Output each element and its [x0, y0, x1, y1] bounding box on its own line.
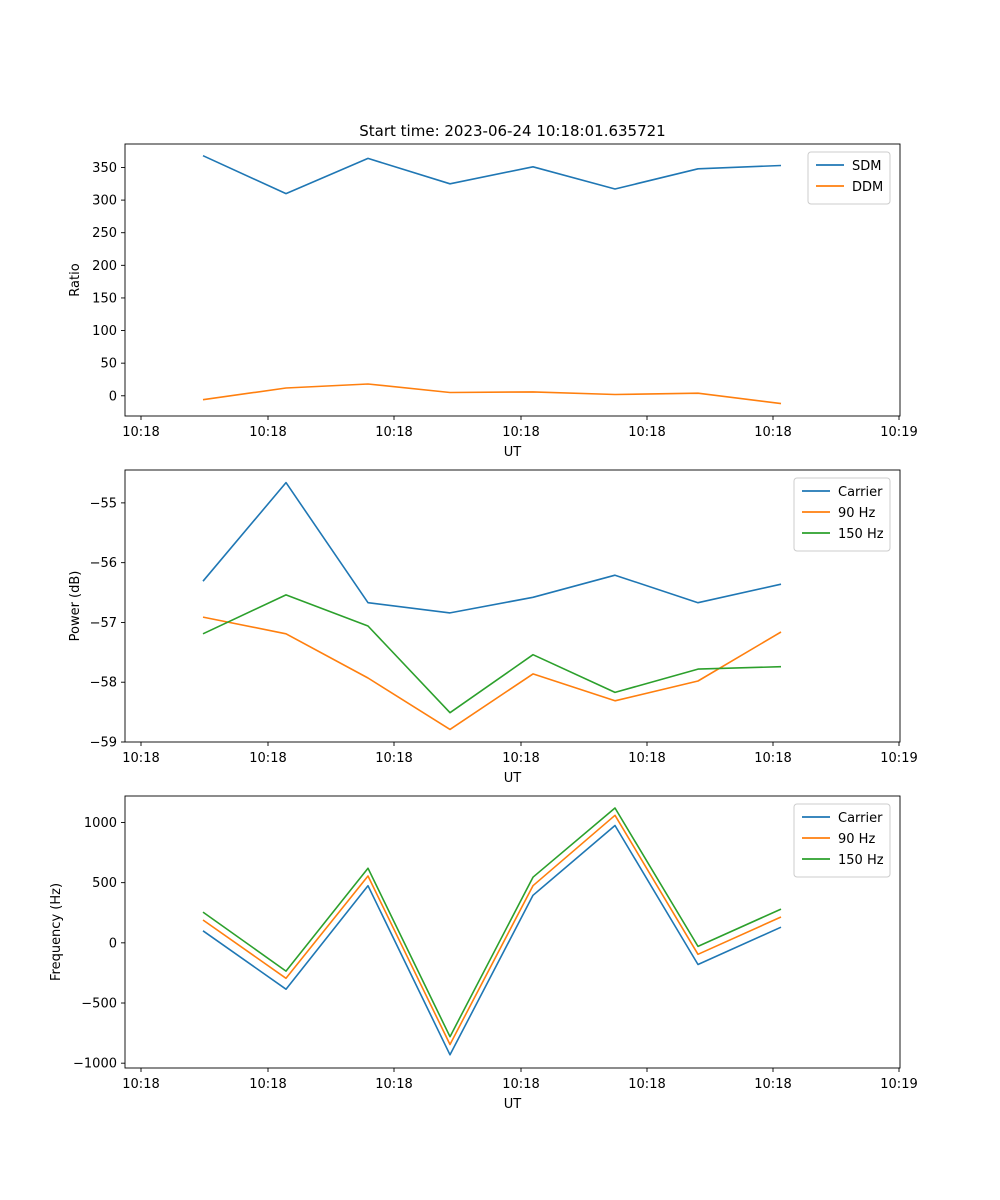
y-tick-label: −1000 — [73, 1057, 117, 1072]
y-tick-label: 100 — [92, 324, 117, 339]
legend: SDM DDM — [807, 151, 891, 205]
y-tick-label: −57 — [90, 616, 117, 631]
x-tick-label: 10:19 — [880, 425, 917, 440]
x-tick-label: 10:18 — [375, 1077, 412, 1092]
x-tick-label: 10:18 — [122, 1077, 159, 1092]
x-axis-label: UT — [504, 771, 522, 786]
series-line-150-hz — [202, 594, 782, 714]
y-tick-label: −56 — [90, 556, 117, 571]
y-tick-label: 350 — [92, 161, 117, 176]
y-tick-label: −58 — [90, 676, 117, 691]
legend: Carrier 90 Hz 150 Hz — [793, 477, 891, 552]
x-tick-label: 10:18 — [628, 751, 665, 766]
x-tick-label: 10:18 — [122, 425, 159, 440]
legend-label: 150 Hz — [838, 527, 884, 542]
x-tick-label: 10:18 — [502, 425, 539, 440]
x-tick-label: 10:18 — [375, 751, 412, 766]
x-tick-label: 10:18 — [122, 751, 159, 766]
y-axis-label: Frequency (Hz) — [49, 883, 64, 981]
x-tick-label: 10:18 — [502, 751, 539, 766]
series-line-carrier — [202, 824, 782, 1056]
y-tick-label: 1000 — [84, 816, 117, 831]
series-line-90-hz — [202, 616, 782, 731]
y-tick-label: −59 — [90, 736, 117, 751]
x-tick-label: 10:18 — [754, 751, 791, 766]
axes-frame — [124, 469, 901, 743]
x-tick-label: 10:18 — [249, 751, 286, 766]
axes-frame — [124, 143, 901, 417]
x-tick-label: 10:18 — [628, 1077, 665, 1092]
legend-label: DDM — [852, 180, 883, 195]
y-tick-label: −55 — [90, 496, 117, 511]
y-axis-label: Ratio — [68, 263, 83, 296]
y-tick-label: 250 — [92, 226, 117, 241]
legend: Carrier 90 Hz 150 Hz — [793, 803, 891, 878]
series-line-ddm — [202, 383, 782, 405]
subplot-3: 10:18 10:18 10:18 10:18 10:18 10:18 10:19 UT −10… — [49, 795, 918, 1112]
legend-label: SDM — [852, 159, 881, 174]
legend-label: Carrier — [838, 485, 883, 500]
subplot-2: 10:18 10:18 10:18 10:18 10:18 10:18 10:19 UT −59… — [68, 469, 918, 786]
y-tick-label: 0 — [109, 936, 117, 951]
series-line-sdm — [202, 154, 782, 195]
x-tick-label: 10:19 — [880, 1077, 917, 1092]
y-axis-label: Power (dB) — [68, 571, 83, 642]
x-tick-label: 10:18 — [754, 1077, 791, 1092]
series-line-150-hz — [202, 807, 782, 1038]
x-tick-label: 10:18 — [249, 425, 286, 440]
y-tick-label: 50 — [100, 357, 117, 372]
x-tick-label: 10:18 — [754, 425, 791, 440]
legend-label: 150 Hz — [838, 853, 884, 868]
y-tick-label: −500 — [81, 997, 117, 1012]
y-tick-label: 300 — [92, 194, 117, 209]
figure-title: Start time: 2023-06-24 10:18:01.635721 — [359, 122, 665, 140]
subplot-1: 10:18 10:18 10:18 10:18 10:18 10:18 10:19 UT 0 50… — [68, 143, 918, 460]
axes-frame — [124, 795, 901, 1069]
y-tick-label: 150 — [92, 291, 117, 306]
x-tick-label: 10:18 — [375, 425, 412, 440]
x-axis-label: UT — [504, 445, 522, 460]
legend-label: 90 Hz — [838, 506, 875, 521]
y-tick-label: 500 — [92, 876, 117, 891]
x-axis-label: UT — [504, 1097, 522, 1112]
x-tick-label: 10:18 — [502, 1077, 539, 1092]
subplots: 10:18 10:18 10:18 10:18 10:18 10:18 10:19 UT 0 50… — [49, 143, 918, 1112]
y-tick-label: 200 — [92, 259, 117, 274]
x-tick-label: 10:19 — [880, 751, 917, 766]
series-line-carrier — [202, 481, 782, 614]
legend-label: 90 Hz — [838, 832, 875, 847]
y-tick-label: 0 — [109, 389, 117, 404]
legend-label: Carrier — [838, 811, 883, 826]
series-line-90-hz — [202, 814, 782, 1046]
x-tick-label: 10:18 — [628, 425, 665, 440]
x-tick-label: 10:18 — [249, 1077, 286, 1092]
